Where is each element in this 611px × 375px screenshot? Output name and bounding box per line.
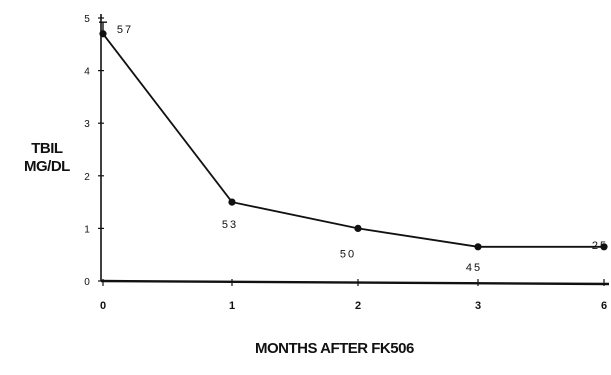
y-axis-title-line-2: MG/DL	[24, 158, 70, 175]
x-tick-label: 0	[100, 300, 106, 312]
x-axis-title: MONTHS AFTER FK506	[255, 340, 414, 357]
y-tick-label: 4	[84, 67, 90, 78]
data-point	[228, 198, 236, 206]
data-point	[474, 243, 482, 251]
x-axis-line	[100, 279, 610, 286]
x-tick-label: 3	[475, 300, 481, 312]
data-point	[600, 243, 608, 251]
series-line	[102, 33, 604, 248]
data-point	[99, 30, 107, 38]
y-axis-title: TBIL MG/DL	[24, 140, 70, 176]
data-label: 53	[222, 219, 238, 231]
y-tick-label: 2	[84, 172, 90, 183]
x-tick-label: 1	[229, 300, 235, 312]
y-tick-label: 0	[84, 277, 90, 288]
data-label: 25	[592, 240, 608, 252]
y-tick-label: 1	[84, 224, 90, 235]
data-label: 50	[340, 248, 356, 260]
y-tick-label: 3	[84, 119, 90, 130]
x-tick-label: 2	[355, 300, 361, 312]
y-tick-label: 5	[84, 14, 90, 25]
data-point	[354, 224, 362, 232]
y-axis-title-line-1: TBIL	[31, 140, 63, 157]
x-tick-label: 6	[601, 300, 607, 312]
data-label: 45	[466, 262, 482, 274]
data-label: 57	[117, 24, 133, 36]
